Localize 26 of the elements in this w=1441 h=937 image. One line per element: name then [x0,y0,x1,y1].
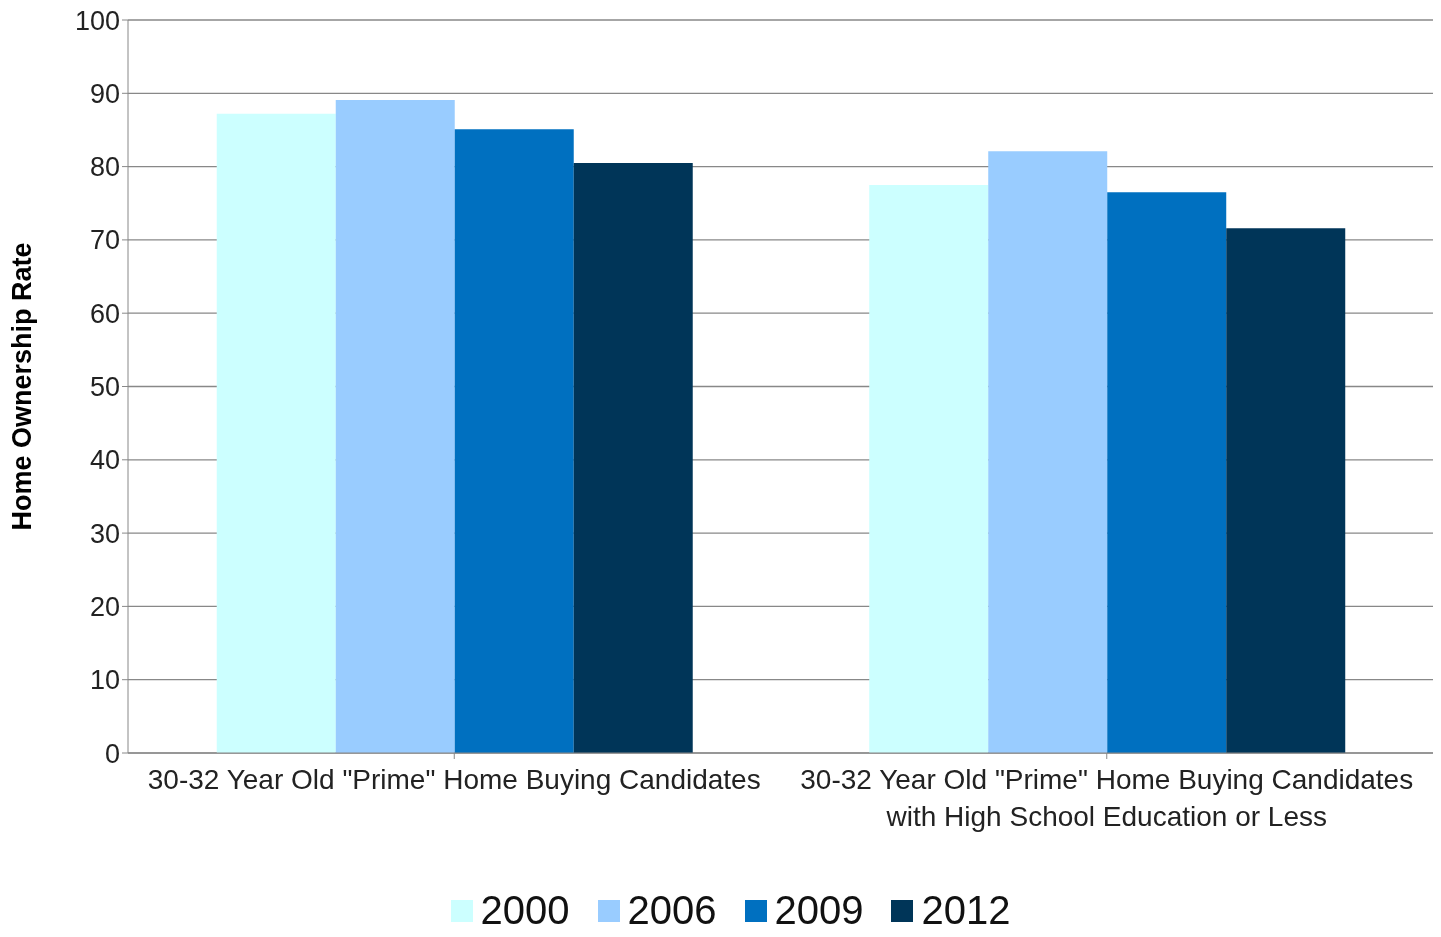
bar [988,151,1108,753]
bar [454,129,574,753]
y-tick-label: 30 [89,518,120,549]
y-tick-label: 90 [89,78,120,109]
legend-label: 2009 [773,888,864,933]
y-tick-label: 70 [89,225,120,256]
legend-label: 2000 [479,888,570,933]
bar [573,162,693,753]
y-tick-label: 40 [89,445,120,476]
y-tick-label: 20 [89,591,120,622]
bar [1226,228,1346,753]
y-tick-label: 10 [89,665,120,696]
bar [1107,192,1227,753]
legend-label: 2012 [920,888,1011,933]
bar [216,113,336,753]
legend-label: 2006 [626,888,717,933]
y-tick-label: 100 [74,5,120,36]
y-tick-label: 0 [104,738,120,769]
x-tick-label: 30-32 Year Old "Prime" Home Buying Candidates with High School Education or Less [800,764,1414,832]
y-axis-title: Home Ownership Rate [6,242,37,531]
x-tick-label: 30-32 Year Old "Prime" Home Buying Candidates [147,764,761,795]
y-tick-label: 80 [89,152,120,183]
bar [869,184,989,753]
y-tick-label: 60 [89,298,120,329]
bar [335,99,455,753]
y-tick-label: 50 [89,372,120,403]
